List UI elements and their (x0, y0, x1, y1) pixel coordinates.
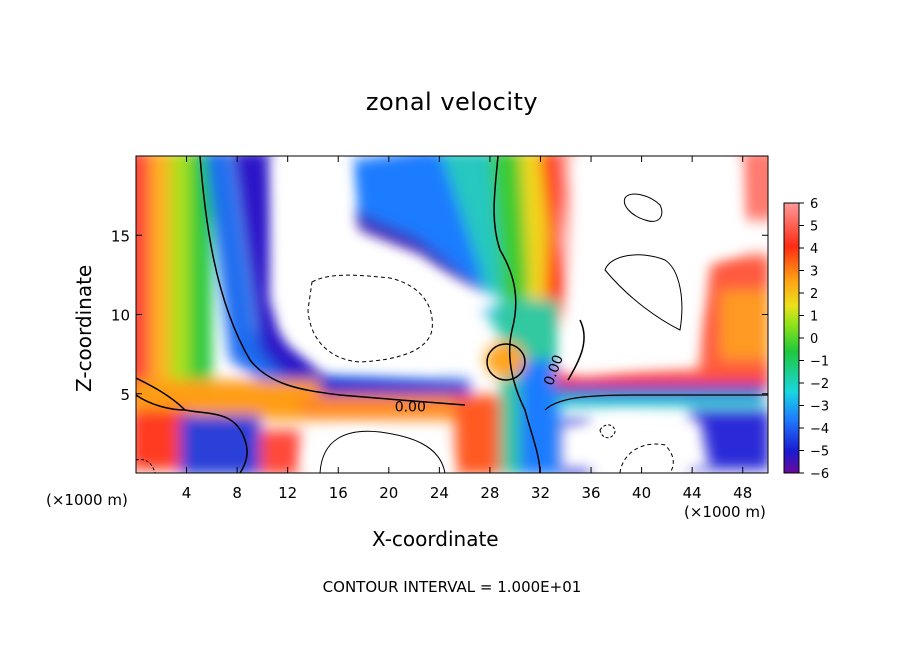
x-tick-label: 24 (430, 484, 449, 502)
x-tick-label: 20 (379, 484, 398, 502)
x-tick-label: 28 (480, 484, 499, 502)
colorbar-tick-label: 2 (810, 287, 818, 302)
y-tick-label: 10 (111, 307, 130, 325)
colorbar-tick-label: −4 (810, 422, 829, 437)
colorbar-tick-label: 3 (810, 265, 818, 280)
y-tick-label: 15 (111, 227, 130, 245)
x-tick-label: 4 (182, 484, 192, 502)
colorbar-tick-label: 4 (810, 242, 818, 257)
chart-title: zonal velocity (365, 88, 539, 116)
x-unit-label-left: (×1000 m) (46, 491, 128, 509)
x-axis-label: X-coordinate (372, 527, 499, 551)
x-tick-label: 16 (329, 484, 348, 502)
colorbar-tick-label: −6 (810, 467, 829, 482)
y-tick-label: 5 (120, 386, 130, 404)
x-tick-label: 12 (278, 484, 297, 502)
x-tick-label: 40 (632, 484, 651, 502)
x-unit-label-right: (×1000 m) (684, 503, 766, 521)
colorbar-tick-label: −3 (810, 400, 829, 415)
colorbar-tick-label: −1 (810, 355, 829, 370)
velocity-field: 0.000.00 (136, 156, 768, 473)
colorbar-tick-label: 0 (810, 332, 818, 347)
x-tick-label: 44 (683, 484, 702, 502)
x-tick-label: 36 (581, 484, 600, 502)
colorbar: 6 5 4 3 2 1 0 −1 −2 −3 −4 −5 −6 (783, 197, 829, 482)
contour-interval-note: CONTOUR INTERVAL = 1.000E+01 (322, 578, 582, 596)
colorbar-tick-label: 5 (810, 220, 818, 235)
colorbar-tick-label: 6 (810, 197, 818, 212)
colorbar-tick-label: 1 (810, 310, 818, 325)
x-tick-label: 8 (232, 484, 242, 502)
colorbar-tick-label: −5 (810, 445, 829, 460)
x-tick-label: 32 (531, 484, 550, 502)
x-tick-label: 48 (733, 484, 752, 502)
contour-label: 0.00 (395, 399, 426, 415)
colorbar-tick-label: −2 (810, 377, 829, 392)
